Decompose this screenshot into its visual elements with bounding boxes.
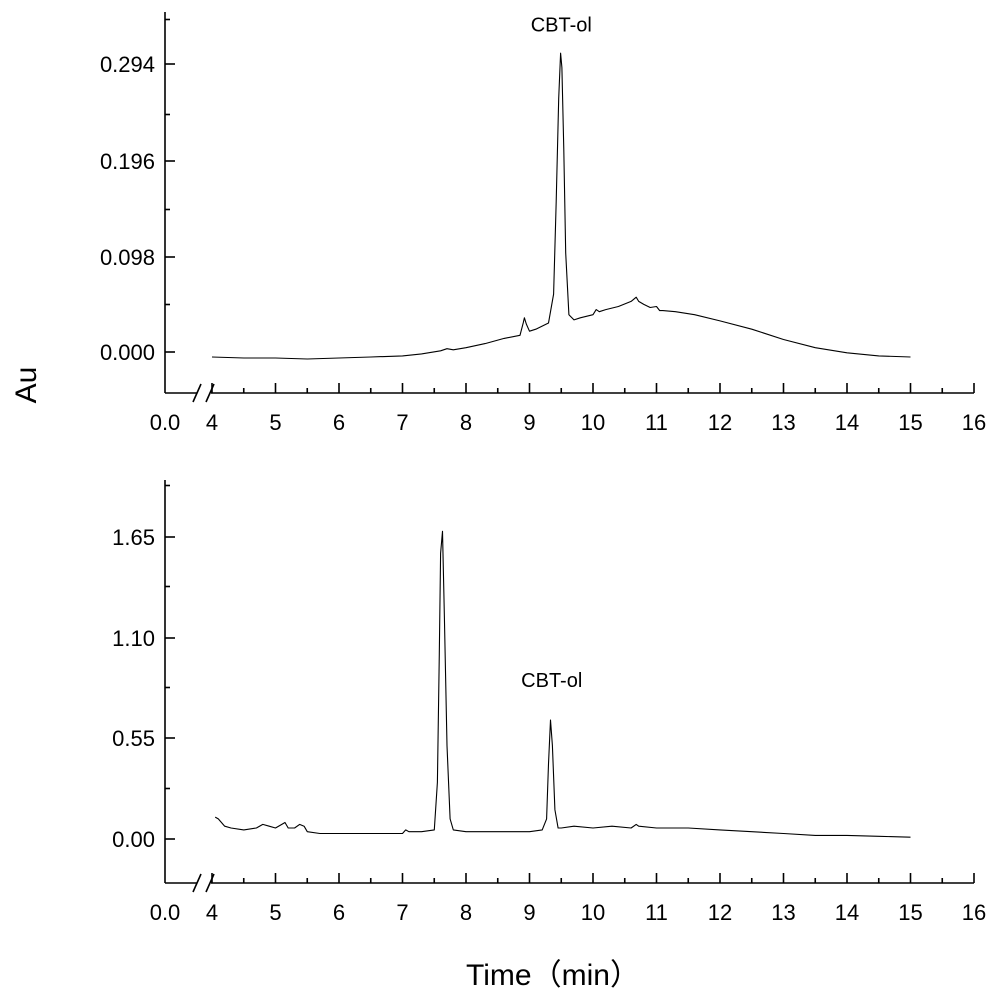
x-axis-title: Time（min） (466, 959, 640, 992)
y-tick-label: 1.10 (112, 626, 155, 651)
y-tick-label: 0.00 (112, 827, 155, 852)
x-tick-label: 4 (206, 410, 218, 435)
x-tick-label: 5 (269, 900, 281, 925)
x-tick-label: 16 (962, 410, 986, 435)
x-tick-label: 13 (771, 410, 795, 435)
y-tick-label: 0.55 (112, 726, 155, 751)
x-tick-label: 6 (333, 900, 345, 925)
top-chromatogram-panel: 0.000 0.098 0.196 0.294 0.0 4 5 6 7 8 9 10 11 12 13 14 1… (100, 12, 986, 435)
bottom-chromatogram-panel: 0.00 0.55 1.10 1.65 0.0 4 5 6 7 8 9 10 11 12 13 14 15 16 C… (112, 480, 986, 925)
x-tick-label: 9 (523, 410, 535, 435)
x-tick-label: 8 (460, 410, 472, 435)
x-tick-label: 10 (581, 900, 605, 925)
x-tick-label: 16 (962, 900, 986, 925)
y-tick-label: 0.294 (100, 52, 155, 77)
chromatogram-trace (214, 530, 911, 838)
y-tick-label: 0.000 (100, 340, 155, 365)
x-tick-label: 14 (835, 900, 859, 925)
x-tick-label: 12 (708, 410, 732, 435)
axis-break-mark (192, 873, 202, 893)
x-tick-label: 10 (581, 410, 605, 435)
x-tick-label: 5 (269, 410, 281, 435)
x-tick-label: 14 (835, 410, 859, 435)
x-tick-label: 9 (523, 900, 535, 925)
peak-annotation-label: CBT-ol (531, 15, 592, 37)
x-tick-label: 15 (898, 410, 922, 435)
x-tick-label: 0.0 (150, 900, 181, 925)
y-tick-label: 1.65 (112, 525, 155, 550)
x-tick-label: 7 (396, 900, 408, 925)
x-tick-label: 7 (396, 410, 408, 435)
peak-annotation-label: CBT-ol (521, 670, 582, 692)
x-tick-label: 8 (460, 900, 472, 925)
axis-break-mark (192, 383, 202, 403)
x-tick-label: 13 (771, 900, 795, 925)
x-tick-label: 0.0 (150, 410, 181, 435)
x-tick-label: 12 (708, 900, 732, 925)
y-tick-label: 0.196 (100, 149, 155, 174)
y-tick-label: 0.098 (100, 245, 155, 270)
x-tick-label: 11 (645, 410, 668, 435)
x-tick-label: 15 (898, 900, 922, 925)
y-axis-title: Au (10, 367, 43, 404)
chromatogram-trace (211, 52, 911, 360)
x-tick-label: 4 (206, 900, 218, 925)
x-tick-label: 11 (645, 900, 668, 925)
x-tick-label: 6 (333, 410, 345, 435)
